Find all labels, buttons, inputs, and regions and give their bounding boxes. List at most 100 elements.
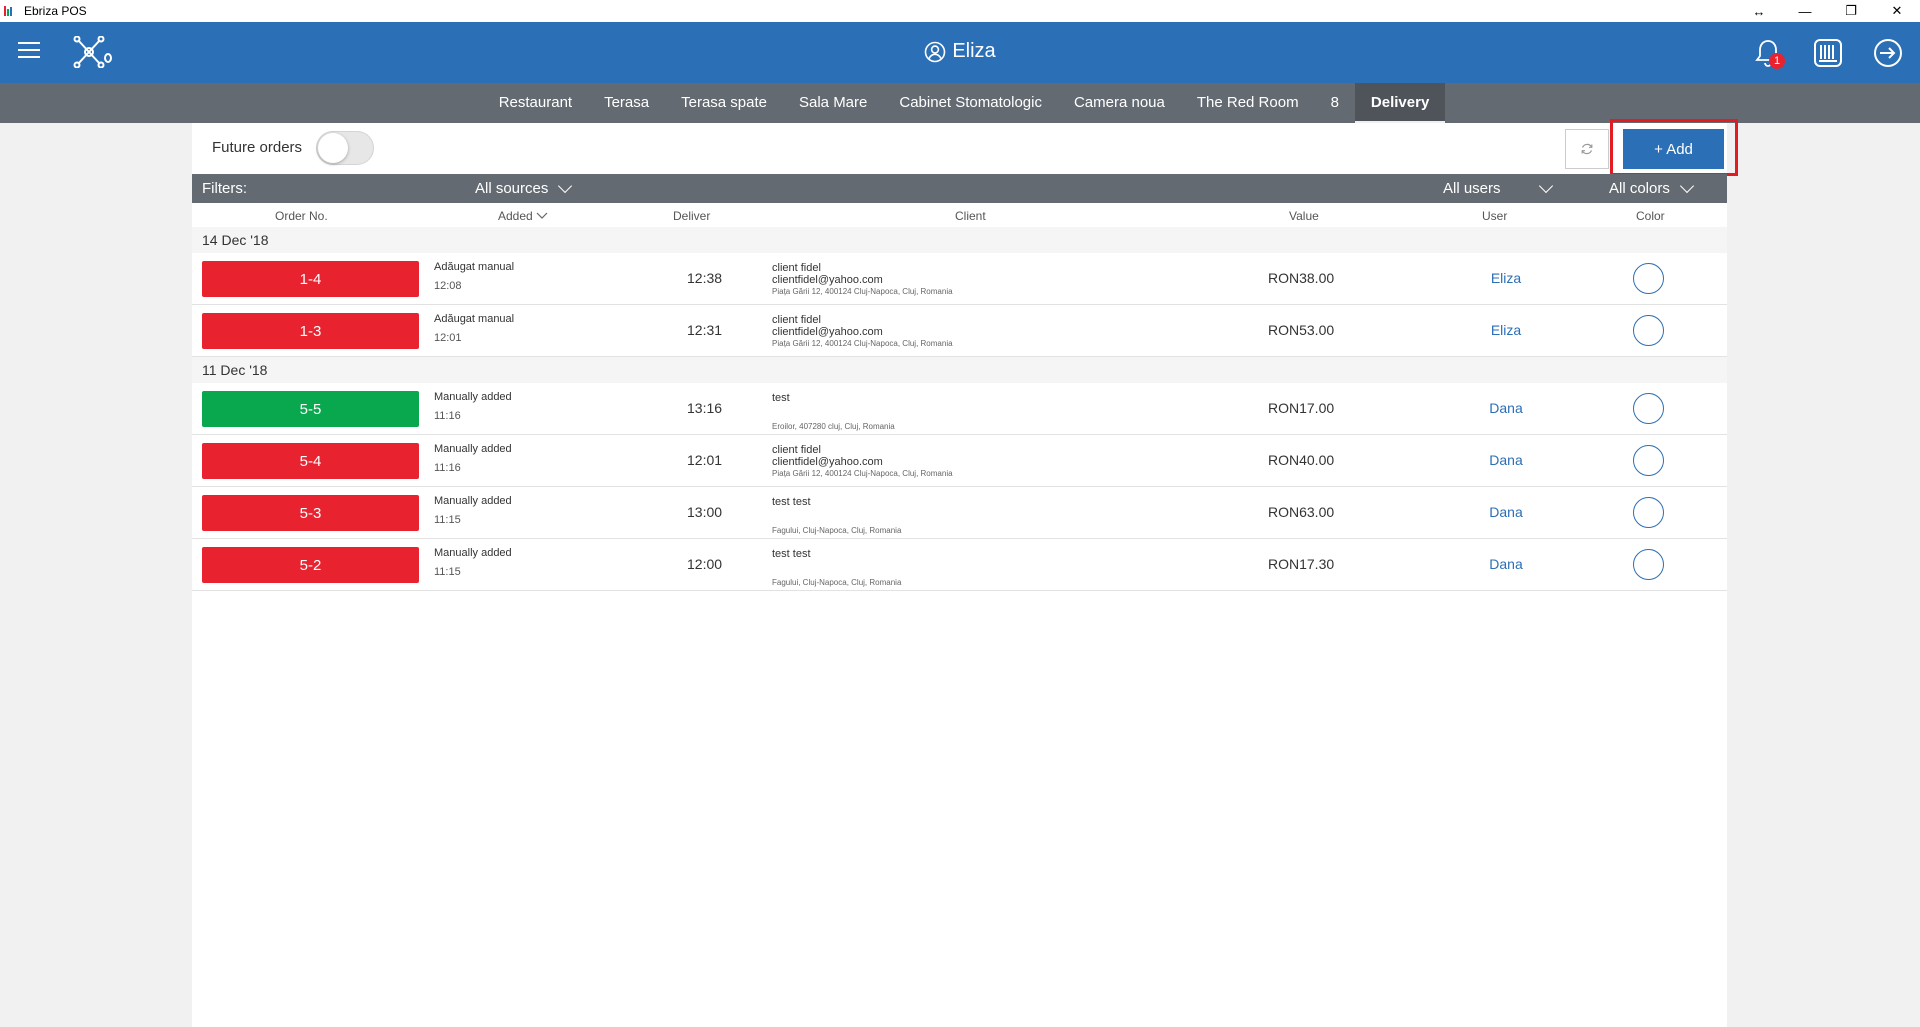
menu-icon[interactable] (18, 42, 40, 60)
order-number-button[interactable]: 5-4 (202, 443, 419, 479)
order-value: RON17.00 (1268, 400, 1335, 416)
client-address: Piața Gării 12, 400124 Cluj-Napoca, Cluj… (772, 287, 953, 296)
order-number-button[interactable]: 5-3 (202, 495, 419, 531)
client-address: Fagului, Cluj-Napoca, Cluj, Romania (772, 526, 902, 535)
minimize-button[interactable]: — (1798, 3, 1812, 19)
window-title: Ebriza POS (24, 4, 87, 18)
order-deliver-time: 12:38 (687, 270, 723, 286)
future-orders-toggle[interactable] (316, 131, 374, 165)
order-user-link[interactable]: Dana (1489, 452, 1523, 468)
order-number-button[interactable]: 1-3 (202, 313, 419, 349)
order-value: RON40.00 (1268, 452, 1335, 468)
order-deliver-time: 12:00 (687, 556, 723, 572)
order-color-picker[interactable] (1633, 393, 1664, 424)
order-number-button[interactable]: 5-5 (202, 391, 419, 427)
filters-label: Filters: (202, 180, 247, 197)
resize-window-button[interactable]: ↔ (1752, 3, 1766, 19)
order-row[interactable]: 5-5 Manually added 11:16 13:16 test Eroilor, … (192, 383, 1727, 435)
table-header: Order No. Added Deliver Client Value Use… (192, 203, 1727, 227)
order-user-link[interactable]: Dana (1489, 400, 1523, 416)
column-added-label: Added (498, 209, 533, 223)
tab-terasa-spate[interactable]: Terasa spate (681, 94, 767, 111)
order-row[interactable]: 5-3 Manually added 11:15 13:00 test test Fagu… (192, 487, 1727, 539)
client-name: test test (772, 548, 811, 560)
delivery-panel: Future orders + Add Filters: All sources… (192, 119, 1738, 1027)
users-filter-value: All users (1443, 180, 1501, 197)
order-row[interactable]: 1-4 Adăugat manual 12:08 12:38 client fidel c… (192, 253, 1727, 305)
restore-button[interactable]: ❐ (1845, 3, 1857, 18)
window-controls: ↔ — ❐ ✕ (1736, 0, 1920, 22)
refresh-button[interactable] (1565, 129, 1609, 169)
client-name: client fidel (772, 314, 821, 326)
order-user-link[interactable]: Dana (1489, 556, 1523, 572)
client-name: client fidel (772, 444, 821, 456)
order-added-time: 12:01 (434, 332, 462, 344)
order-deliver-time: 12:01 (687, 452, 723, 468)
tab-8[interactable]: 8 (1330, 94, 1339, 111)
network-icon[interactable] (73, 35, 113, 69)
tab-camera-noua[interactable]: Camera noua (1073, 94, 1165, 111)
order-source: Manually added (434, 547, 512, 559)
tab-delivery[interactable]: Delivery (1354, 83, 1446, 123)
order-user-link[interactable]: Eliza (1490, 270, 1522, 286)
sort-down-icon (536, 212, 548, 219)
order-number-button[interactable]: 1-4 (202, 261, 419, 297)
client-email: clientfidel@yahoo.com (772, 456, 883, 468)
user-icon (925, 41, 946, 62)
user-name: Eliza (952, 40, 996, 62)
column-value[interactable]: Value (1289, 209, 1319, 223)
order-deliver-time: 12:31 (687, 322, 723, 338)
order-row[interactable]: 5-4 Manually added 11:16 12:01 client fidel c… (192, 435, 1727, 487)
tab-restaurant[interactable]: Restaurant (498, 94, 573, 111)
window-titlebar: Ebriza POS ↔ — ❐ ✕ (0, 0, 1920, 22)
client-address: Fagului, Cluj-Napoca, Cluj, Romania (772, 578, 902, 587)
tab-cabinet-stomatologic[interactable]: Cabinet Stomatologic (899, 94, 1042, 111)
order-added-time: 11:16 (434, 410, 461, 422)
order-row[interactable]: 1-3 Adăugat manual 12:01 12:31 client fidel c… (192, 305, 1727, 357)
order-value: RON38.00 (1268, 270, 1335, 286)
group-date-header: 11 Dec '18 (192, 357, 1727, 383)
column-order-no[interactable]: Order No. (275, 209, 328, 223)
delivery-toolbar: Future orders + Add (192, 119, 1738, 176)
tab-terasa[interactable]: Terasa (604, 94, 650, 111)
app-logo-icon (4, 6, 18, 16)
order-number-button[interactable]: 5-2 (202, 547, 419, 583)
app-header: Eliza 1 (0, 22, 1920, 83)
colors-filter-value: All colors (1609, 180, 1670, 197)
cash-register-icon[interactable] (1810, 35, 1846, 71)
order-color-picker[interactable] (1633, 315, 1664, 346)
order-row[interactable]: 5-2 Manually added 11:15 12:00 test test Fagu… (192, 539, 1727, 591)
column-deliver[interactable]: Deliver (673, 209, 711, 223)
order-color-picker[interactable] (1633, 497, 1664, 528)
client-address: Piața Gării 12, 400124 Cluj-Napoca, Cluj… (772, 469, 953, 478)
column-client[interactable]: Client (955, 209, 986, 223)
sources-filter-dropdown[interactable]: All sources (475, 178, 573, 197)
room-tabs: Restaurant Terasa Terasa spate Sala Mare Cab… (483, 83, 1446, 123)
client-address: Piața Gării 12, 400124 Cluj-Napoca, Cluj… (772, 339, 953, 348)
order-color-picker[interactable] (1633, 445, 1664, 476)
chevron-down-icon (1679, 178, 1694, 194)
column-added[interactable]: Added (498, 209, 548, 223)
colors-filter-dropdown[interactable]: All colors (1609, 178, 1694, 197)
column-user[interactable]: User (1482, 209, 1508, 223)
client-name: client fidel (772, 262, 821, 274)
order-color-picker[interactable] (1633, 263, 1664, 294)
tab-sala-mare[interactable]: Sala Mare (799, 94, 868, 111)
tab-the-red-room[interactable]: The Red Room (1196, 94, 1299, 111)
chevron-down-icon (1538, 178, 1553, 194)
order-source: Adăugat manual (434, 261, 515, 273)
order-added-time: 12:08 (434, 280, 462, 292)
order-user-link[interactable]: Dana (1489, 504, 1523, 520)
client-email: clientfidel@yahoo.com (772, 326, 883, 338)
order-value: RON17.30 (1268, 556, 1335, 572)
order-color-picker[interactable] (1633, 549, 1664, 580)
chevron-down-icon (558, 178, 573, 194)
logout-icon[interactable] (1870, 35, 1906, 71)
column-color[interactable]: Color (1636, 209, 1665, 223)
users-filter-dropdown[interactable]: All users (1443, 178, 1553, 197)
order-added-time: 11:15 (434, 514, 461, 526)
close-button[interactable]: ✕ (1891, 3, 1903, 18)
order-user-link[interactable]: Eliza (1490, 322, 1522, 338)
bell-icon[interactable]: 1 (1750, 35, 1786, 71)
add-order-button[interactable]: + Add (1623, 129, 1724, 169)
